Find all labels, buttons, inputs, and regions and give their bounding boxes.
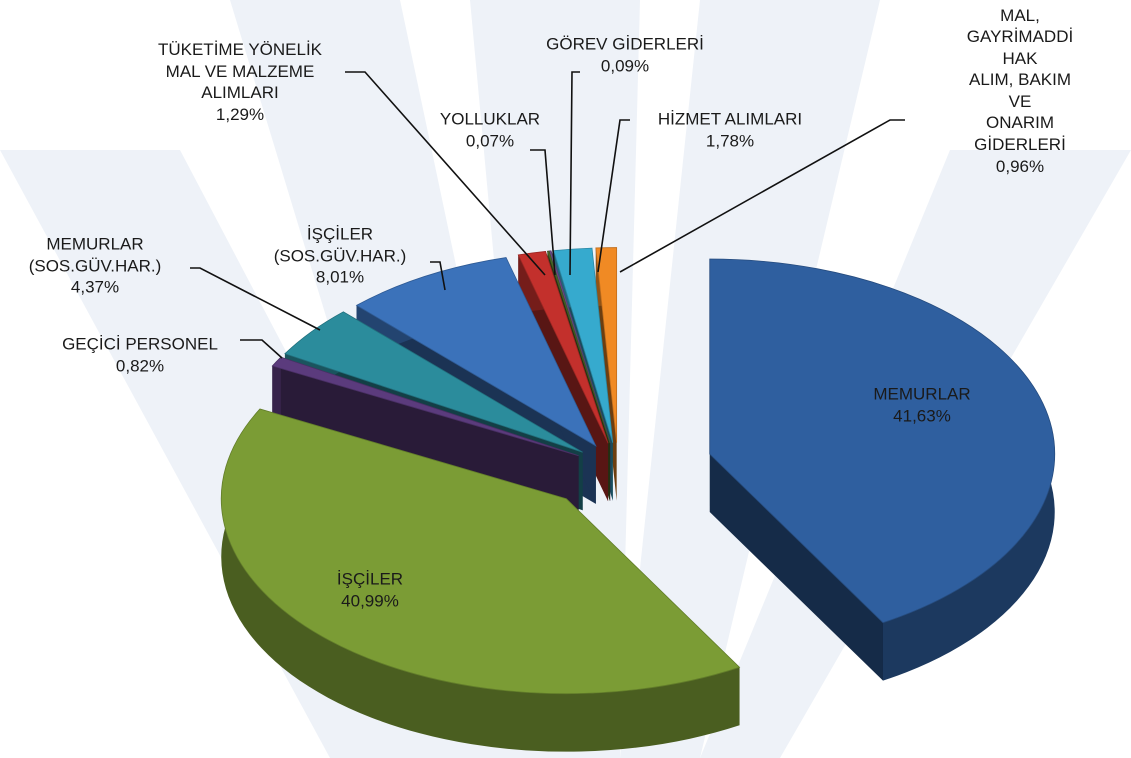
category-label: MEMURLAR (SOS.GÜV.HAR.) [28, 234, 162, 276]
slice [220, 408, 741, 695]
value-label: 4,37% [70, 277, 120, 297]
value-label: 1,29% [215, 104, 265, 124]
value-label: 0,82% [115, 356, 165, 375]
slice-side [221, 408, 740, 752]
category-label: GEÇİCİ PERSONEL [62, 334, 218, 354]
value-label: 0,96% [995, 156, 1045, 176]
category-label: TÜKETİME YÖNELİK MAL VE MALZEME ALIMLARI [157, 39, 323, 102]
leader-line [569, 71, 580, 276]
value-label: 0,09% [600, 56, 650, 75]
value-label: 41,63% [893, 406, 951, 425]
category-label: MENKUL MAL, GAYRİMADDİ HAK ALIM, BAKIM V… [966, 0, 1074, 154]
value-label: 0,07% [465, 131, 515, 150]
slice [709, 258, 1056, 624]
slice-label: MENKUL MAL, GAYRİMADDİ HAK ALIM, BAKIM V… [965, 0, 1076, 177]
leader-line [240, 339, 283, 359]
slice-wall [709, 454, 883, 681]
leader-line [190, 267, 321, 331]
category-label: MEMURLAR [873, 384, 971, 404]
value-label: 8,01% [315, 267, 365, 287]
slice-label: MEMURLAR (SOS.GÜV.HAR.) 4,37% [29, 234, 162, 299]
slice-wall [280, 357, 579, 514]
slice-label: HİZMET ALIMLARI 1,78% [658, 108, 802, 151]
slice-label: MEMURLAR 41,63% [873, 383, 970, 426]
leader-line [597, 119, 630, 273]
slice-label: YOLLUKLAR 0,07% [440, 108, 540, 151]
slice [595, 247, 618, 443]
value-label: 1,78% [705, 131, 755, 150]
category-label: YOLLUKLAR [439, 109, 541, 129]
slice-label: İŞÇİLER 40,99% [337, 568, 403, 611]
category-label: GÖREV GİDERLERİ [546, 34, 704, 54]
category-label: İŞÇİLER [336, 569, 404, 589]
slice-label: TÜKETİME YÖNELİK MAL VE MALZEME ALIMLARI… [158, 39, 322, 125]
slice [284, 311, 583, 453]
leader-line [530, 149, 556, 276]
leader-line [430, 261, 446, 291]
category-label: HİZMET ALIMLARI [657, 109, 803, 129]
slice-side [272, 357, 281, 424]
value-label: 40,99% [341, 591, 399, 610]
leader-line [345, 71, 546, 276]
slice-label: GÖREV GİDERLERİ 0,09% [546, 33, 704, 76]
slice [355, 257, 597, 447]
slice [546, 250, 611, 444]
leader-lines [190, 71, 905, 359]
slice-label: GEÇİCİ PERSONEL 0,82% [62, 333, 218, 376]
leader-line [619, 119, 905, 273]
slice-label: İŞÇİLER (SOS.GÜV.HAR.) 8,01% [274, 224, 407, 289]
category-label: İŞÇİLER (SOS.GÜV.HAR.) [273, 224, 407, 266]
slice [517, 250, 609, 444]
pie [220, 247, 1056, 752]
